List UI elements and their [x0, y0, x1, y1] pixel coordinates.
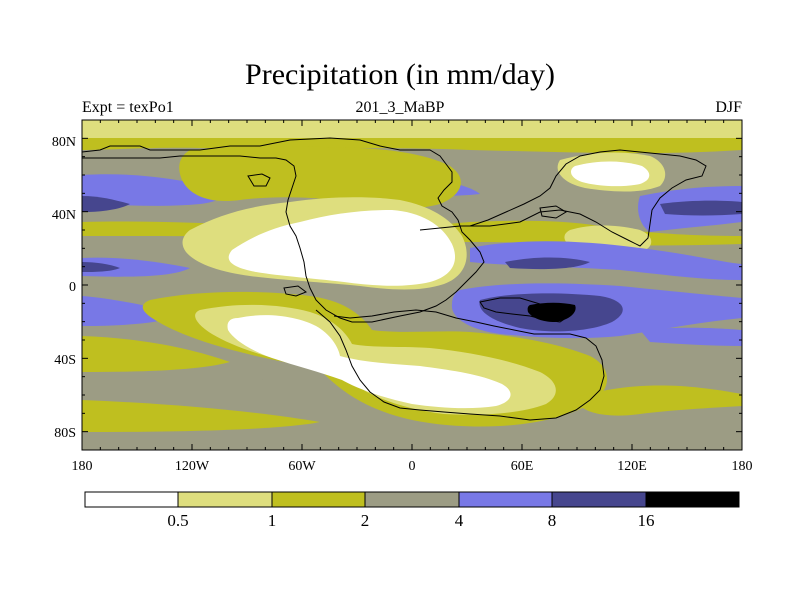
lake-coast-3	[283, 285, 308, 297]
equatorial-extreme-core	[527, 302, 576, 322]
x-tick-label: 120E	[617, 459, 647, 474]
asia-desert	[570, 161, 650, 187]
arctic-low-band	[82, 138, 742, 154]
west-pacific-core	[660, 200, 742, 216]
pacific-itcz	[82, 257, 190, 277]
north-tropical-wet	[470, 241, 742, 280]
south-continent-desert	[227, 315, 511, 409]
axis-ticks	[81, 119, 743, 451]
pacific-itcz-core	[82, 262, 120, 272]
south-pacific-east-wet	[640, 327, 742, 346]
legend-label: 0.5	[167, 511, 188, 530]
y-tick-label: 40N	[52, 208, 76, 223]
south-indian-low	[580, 385, 742, 416]
y-tick-label: 0	[69, 280, 76, 295]
south-continent-coast	[315, 309, 605, 421]
x-tick-label: 60W	[288, 459, 316, 474]
legend-label: 16	[638, 511, 655, 530]
lake-coast-1	[247, 173, 271, 187]
legend-swatch	[551, 491, 647, 508]
legend-label: 8	[548, 511, 557, 530]
south-pacific-low	[82, 336, 230, 372]
asia-coast	[419, 149, 707, 247]
legend-swatch	[271, 491, 366, 508]
north-continent-coast	[82, 137, 485, 323]
north-tropical-core	[505, 257, 590, 270]
north-pacific-track	[82, 174, 227, 206]
map-title: Precipitation (in mm/day)	[245, 58, 555, 91]
precipitation-field	[82, 120, 742, 450]
y-tick-label: 80N	[52, 135, 76, 150]
legend-swatch	[458, 491, 553, 508]
x-tick-label: 180	[72, 459, 93, 474]
north-continent-low	[179, 146, 461, 209]
x-tick-label: 180	[732, 459, 753, 474]
color-legend: 0.5 1 2 4 8 16	[84, 491, 740, 530]
coastlines	[82, 137, 707, 421]
legend-swatch	[645, 491, 740, 508]
legend-swatch	[177, 491, 273, 508]
southern-ocean-low	[82, 400, 320, 432]
legend-swatch	[364, 491, 460, 508]
north-pacific-core	[82, 196, 130, 212]
legend-swatch	[84, 491, 179, 508]
legend-label: 2	[361, 511, 370, 530]
x-tick-label: 120W	[175, 459, 210, 474]
y-tick-label: 40S	[54, 353, 76, 368]
x-axis-labels: 180 120W 60W 0 60E 120E 180	[72, 459, 753, 474]
north-continent-desert	[228, 210, 456, 286]
period-label: 201_3_MaBP	[355, 99, 445, 116]
y-axis-labels: 80N 40N 0 40S 80S	[52, 135, 76, 441]
tethys-island-coast	[479, 297, 567, 323]
experiment-label: Expt = texPo1	[82, 99, 174, 116]
season-label: DJF	[715, 99, 742, 116]
legend-label: 4	[455, 511, 464, 530]
lake-coast-2	[539, 205, 567, 219]
arctic-dry-band	[82, 120, 742, 138]
legend-label: 1	[268, 511, 277, 530]
x-tick-label: 60E	[511, 459, 534, 474]
y-tick-label: 80S	[54, 426, 76, 441]
x-tick-label: 0	[409, 459, 416, 474]
